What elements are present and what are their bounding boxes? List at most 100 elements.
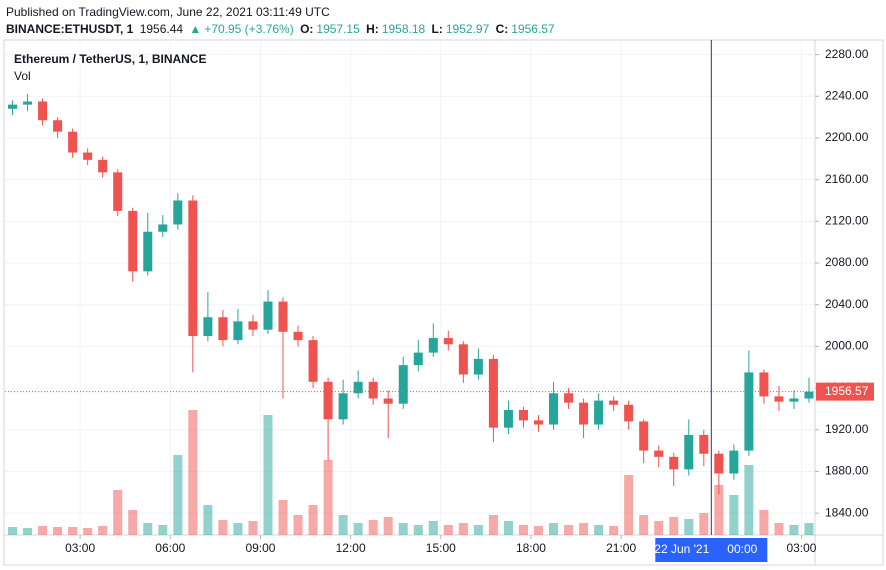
volume-bar [143, 523, 153, 535]
volume-bar [609, 526, 619, 535]
candle-body [654, 450, 664, 457]
volume-bar [729, 495, 739, 535]
candle-body [113, 172, 123, 211]
header: Published on TradingView.com, June 22, 2… [6, 4, 558, 38]
volume-bar [804, 523, 814, 535]
o-value: 1957.15 [316, 22, 360, 36]
y-tick-label: 1840.00 [825, 505, 869, 519]
candle-body [308, 340, 318, 382]
price: 1956.44 [139, 22, 184, 36]
y-tick-label: 1880.00 [825, 464, 869, 478]
o-label: O: [300, 22, 314, 36]
volume-bar [113, 490, 123, 535]
candle-body [263, 301, 273, 330]
candle-body [789, 398, 799, 402]
candle-body [8, 104, 18, 109]
chart-title: Ethereum / TetherUS, 1, BINANCE [14, 52, 206, 66]
x-tick-label: 18:00 [516, 541, 546, 555]
candle-body [774, 396, 784, 402]
x-tick-label: 03:00 [786, 541, 816, 555]
crosshair-date: 22 Jun '21 [654, 542, 709, 556]
volume-bar [533, 526, 543, 535]
x-tick-label: 06:00 [155, 541, 185, 555]
volume-bar [98, 526, 108, 535]
candle-body [579, 402, 589, 425]
y-tick-label: 2240.00 [825, 88, 869, 102]
x-tick-label: 21:00 [606, 541, 636, 555]
candle-body [38, 101, 48, 121]
volume-bar [383, 517, 393, 535]
candle-body [293, 331, 303, 341]
candle-body [23, 101, 33, 105]
volume-bar [413, 525, 423, 535]
volume-bar [744, 465, 754, 535]
candle-body [503, 409, 513, 428]
candle-body [714, 453, 724, 474]
volume-bar [714, 485, 724, 535]
candle-body [98, 159, 108, 173]
candle-body [53, 120, 63, 132]
y-tick-label: 2080.00 [825, 255, 869, 269]
candle-body [338, 393, 348, 420]
candle-body [564, 393, 574, 403]
volume-bar [458, 523, 468, 535]
candle-body [188, 200, 198, 336]
y-tick-label: 2120.00 [825, 213, 869, 227]
c-value: 1956.57 [511, 22, 555, 36]
candle-body [699, 434, 709, 454]
volume-bar [233, 523, 243, 535]
volume-bar [23, 528, 33, 535]
volume-bar [203, 505, 213, 535]
volume-bar [368, 520, 378, 535]
symbol: BINANCE:ETHUSDT, 1 [6, 22, 134, 36]
volume-bar [684, 519, 694, 535]
volume-bar [53, 527, 63, 535]
candle-body [549, 393, 559, 425]
volume-bar [503, 521, 513, 535]
candle-body [368, 381, 378, 399]
frame [3, 39, 884, 566]
y-tick-label: 2200.00 [825, 130, 869, 144]
candle-body [804, 391, 814, 399]
candle-body [533, 420, 543, 425]
l-label: L: [431, 22, 443, 36]
volume-bar [338, 515, 348, 535]
volume-bar [774, 523, 784, 535]
volume-label: Vol [14, 69, 31, 83]
h-value: 1958.18 [381, 22, 426, 36]
volume-bar [639, 515, 649, 535]
volume-bar [488, 515, 498, 535]
volume-bar [278, 500, 288, 535]
last-price-box [816, 382, 874, 401]
candle-body [759, 372, 769, 397]
y-tick-label: 2040.00 [825, 297, 869, 311]
volume-bar [353, 523, 363, 535]
candle-body [353, 381, 363, 394]
volume-bar [218, 520, 228, 535]
volume-bar [518, 525, 528, 535]
candle-body [684, 434, 694, 470]
y-tick-label: 2160.00 [825, 172, 869, 186]
candle-body [594, 400, 604, 425]
candle-body [278, 301, 288, 332]
volume-bar [188, 410, 198, 535]
candle-body [83, 152, 93, 160]
candle-body [383, 398, 393, 404]
candle-body [218, 317, 228, 341]
candle-body [729, 450, 739, 474]
y-tick-label: 2000.00 [825, 339, 869, 353]
volume-bar [83, 528, 93, 535]
candle-body [68, 131, 78, 153]
y-tick-label: 1920.00 [825, 422, 869, 436]
volume-bar [549, 523, 559, 535]
h-label: H: [366, 22, 379, 36]
candle-body [173, 200, 183, 225]
volume-bar [308, 505, 318, 535]
y-tick-label: 2280.00 [825, 47, 869, 61]
candle-body [413, 352, 423, 366]
candle-body [203, 317, 213, 336]
volume-bar [398, 523, 408, 535]
volume-bar [473, 525, 483, 535]
